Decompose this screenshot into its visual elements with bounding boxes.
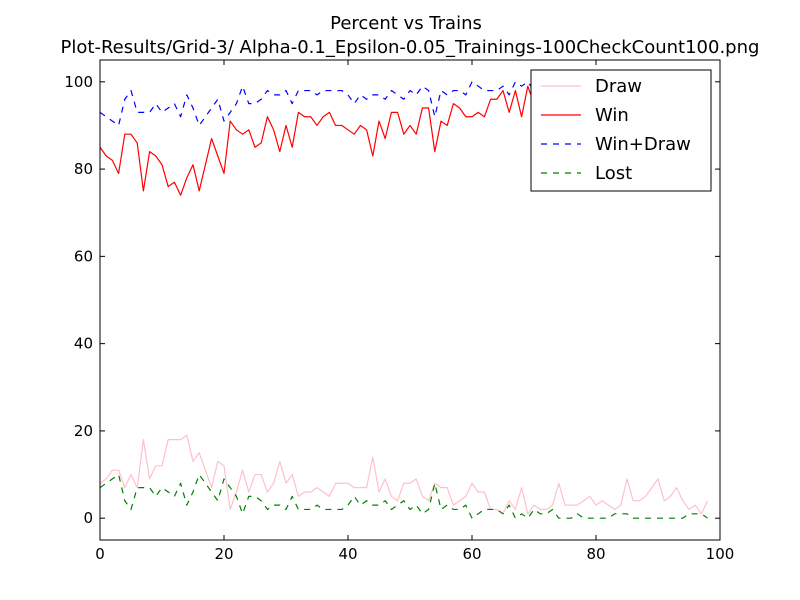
plot-area-frame — [99, 59, 721, 541]
y-tick-label: 20 — [74, 422, 93, 440]
y-tick-label: 100 — [64, 73, 93, 91]
legend-box — [530, 69, 712, 192]
series-line-win-draw — [99, 81, 708, 127]
series-line-draw — [99, 434, 709, 515]
chart-title-line2: Plot-Results/Grid-3/ Alpha-0.1_Epsilon-0… — [61, 37, 760, 58]
x-tick-label: 80 — [586, 545, 605, 563]
legend-label-win-draw: Win+Draw — [595, 134, 691, 155]
y-tick-label: 0 — [83, 509, 93, 527]
legend-label-win: Win — [595, 105, 629, 126]
series-line-lost — [99, 473, 708, 519]
axes-layer: 0 20 40 60 80 100 0 20 40 60 80 100 — [64, 60, 734, 563]
x-tick-label: 40 — [338, 545, 357, 563]
series-layer — [99, 81, 709, 519]
chart-title-line1: Percent vs Trains — [330, 13, 482, 34]
legend: Draw Win Win+Draw Lost — [530, 69, 712, 192]
legend-label-draw: Draw — [595, 76, 642, 97]
y-tick-label: 60 — [74, 247, 93, 265]
y-tick-label: 80 — [74, 160, 93, 178]
legend-label-lost: Lost — [595, 163, 632, 184]
x-tick-label: 60 — [462, 545, 481, 563]
x-tick-label: 20 — [214, 545, 233, 563]
y-tick-label: 40 — [74, 335, 93, 353]
x-tick-label: 100 — [706, 545, 735, 563]
x-tick-label: 0 — [95, 545, 105, 563]
